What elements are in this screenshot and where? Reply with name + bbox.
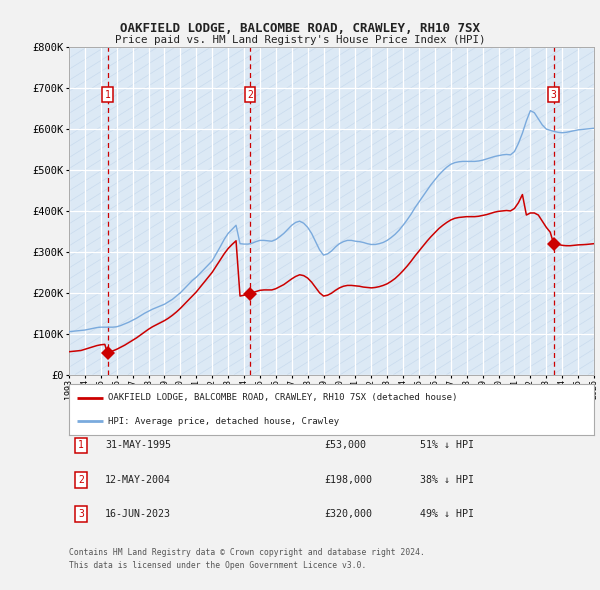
Text: 16-JUN-2023: 16-JUN-2023	[105, 509, 171, 519]
Text: OAKFIELD LODGE, BALCOMBE ROAD, CRAWLEY, RH10 7SX (detached house): OAKFIELD LODGE, BALCOMBE ROAD, CRAWLEY, …	[109, 393, 458, 402]
Text: OAKFIELD LODGE, BALCOMBE ROAD, CRAWLEY, RH10 7SX: OAKFIELD LODGE, BALCOMBE ROAD, CRAWLEY, …	[120, 22, 480, 35]
Text: Price paid vs. HM Land Registry's House Price Index (HPI): Price paid vs. HM Land Registry's House …	[115, 35, 485, 45]
Text: 1: 1	[78, 441, 84, 450]
Text: £53,000: £53,000	[324, 441, 366, 450]
Text: £320,000: £320,000	[324, 509, 372, 519]
Text: 3: 3	[551, 90, 557, 100]
Text: Contains HM Land Registry data © Crown copyright and database right 2024.: Contains HM Land Registry data © Crown c…	[69, 548, 425, 556]
Text: £198,000: £198,000	[324, 475, 372, 484]
Text: 12-MAY-2004: 12-MAY-2004	[105, 475, 171, 484]
Text: 2: 2	[247, 90, 253, 100]
Text: HPI: Average price, detached house, Crawley: HPI: Average price, detached house, Craw…	[109, 417, 340, 426]
Text: 1: 1	[104, 90, 110, 100]
Text: 49% ↓ HPI: 49% ↓ HPI	[420, 509, 474, 519]
Text: 3: 3	[78, 509, 84, 519]
Text: 51% ↓ HPI: 51% ↓ HPI	[420, 441, 474, 450]
Text: This data is licensed under the Open Government Licence v3.0.: This data is licensed under the Open Gov…	[69, 560, 367, 569]
Text: 2: 2	[78, 475, 84, 484]
Text: 38% ↓ HPI: 38% ↓ HPI	[420, 475, 474, 484]
Text: 31-MAY-1995: 31-MAY-1995	[105, 441, 171, 450]
